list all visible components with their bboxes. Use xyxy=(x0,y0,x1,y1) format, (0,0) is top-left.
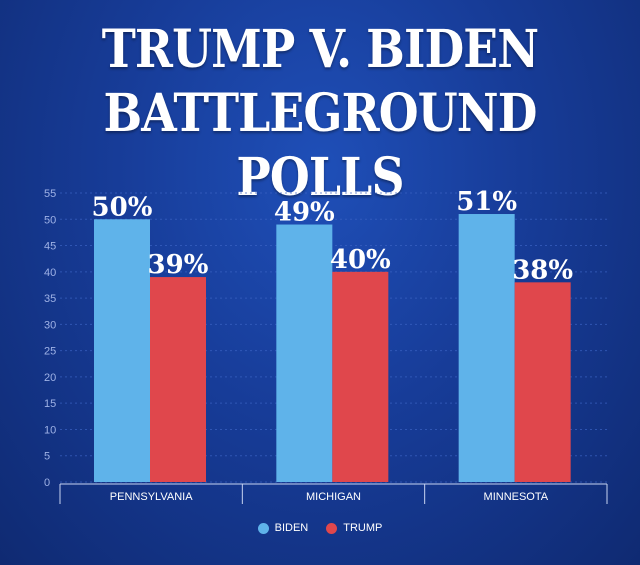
data-label-trump: 39% xyxy=(148,250,209,280)
chart-title: TRUMP V. BIDEN BATTLEGROUND POLLS xyxy=(0,18,640,210)
category-label: MINNESOTA xyxy=(484,491,549,503)
category-label: MICHIGAN xyxy=(306,491,361,503)
y-tick-label: 25 xyxy=(44,346,56,358)
category-label: PENNSYLVANIA xyxy=(110,491,193,503)
bar-trump xyxy=(332,271,389,482)
legend-item-biden: BIDEN xyxy=(257,522,309,534)
y-tick-label: 50 xyxy=(44,214,56,226)
bar-biden xyxy=(458,214,515,482)
y-tick-label: 5 xyxy=(44,451,50,463)
legend-swatch-trump xyxy=(326,522,338,534)
y-tick-label: 15 xyxy=(44,398,56,410)
data-label-biden: 49% xyxy=(274,198,335,228)
title-line-2: BATTLEGROUND POLLS xyxy=(103,83,537,208)
y-tick-label: 20 xyxy=(44,372,56,384)
legend: BIDEN TRUMP xyxy=(0,522,640,534)
bar-biden xyxy=(94,219,150,483)
title-line-1: TRUMP V. BIDEN xyxy=(101,19,539,80)
data-label-trump: 38% xyxy=(512,255,573,285)
bar-trump xyxy=(514,282,571,482)
y-tick-label: 35 xyxy=(44,293,56,305)
data-label-biden: 51% xyxy=(456,187,517,217)
data-label-biden: 50% xyxy=(92,192,153,222)
bar-trump xyxy=(150,277,206,482)
bar-biden xyxy=(276,224,333,482)
legend-label-biden: BIDEN xyxy=(274,522,309,534)
y-tick-label: 40 xyxy=(44,267,56,279)
y-tick-label: 30 xyxy=(44,319,56,331)
data-label-trump: 40% xyxy=(330,245,391,275)
y-tick-label: 10 xyxy=(44,424,56,436)
legend-label-trump: TRUMP xyxy=(343,522,383,534)
y-tick-label: 55 xyxy=(44,188,56,200)
legend-swatch-biden xyxy=(257,522,269,534)
legend-item-trump: TRUMP xyxy=(326,522,382,534)
y-tick-label: 0 xyxy=(44,477,50,489)
y-tick-label: 45 xyxy=(44,241,56,253)
